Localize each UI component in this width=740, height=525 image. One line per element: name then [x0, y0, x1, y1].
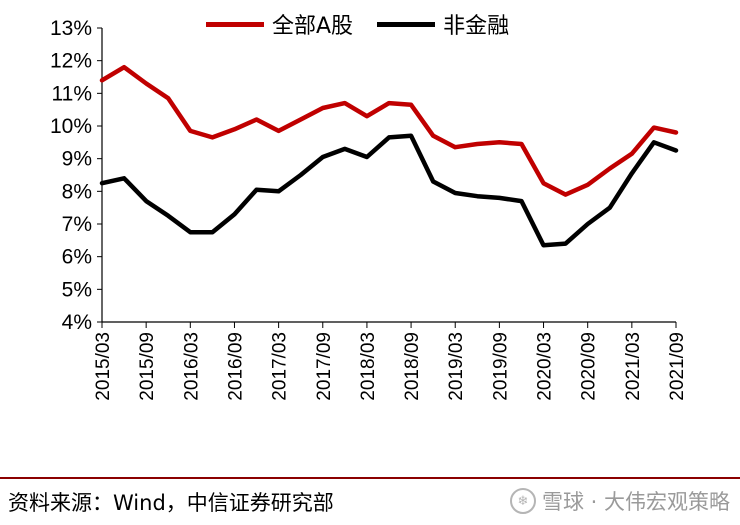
x-tick-label: 2016/03 — [181, 332, 202, 401]
legend-label: 非金融 — [443, 14, 510, 39]
y-tick-label: 10% — [50, 115, 92, 138]
x-tick-label: 2020/03 — [535, 332, 556, 401]
x-tick-label: 2019/09 — [490, 332, 511, 401]
legend: 全部A股 非金融 — [206, 8, 533, 40]
legend-swatch-red — [206, 21, 264, 27]
line-chart: 4% 5% 6% 7% 8% 9% 10% 11% 12% 13% 2015/03 2015/09 20… — [50, 17, 688, 401]
source-note: 资料来源：Wind，中信证券研究部 — [8, 491, 334, 515]
x-tick-label: 2015/09 — [137, 332, 158, 401]
y-tick-label: 4% — [62, 311, 92, 334]
snowball-logo-icon: ❄ — [509, 488, 536, 514]
x-tick-label: 2018/09 — [402, 332, 423, 401]
x-tick-label: 2021/03 — [623, 332, 644, 401]
watermark-text: 雪球 · 大伟宏观策略 — [541, 490, 730, 514]
y-tick-label: 8% — [62, 180, 92, 203]
legend-label: 全部A股 — [272, 14, 354, 39]
y-tick-label: 7% — [62, 213, 92, 236]
x-tick-label: 2018/03 — [358, 332, 379, 401]
x-tick-label: 2017/03 — [270, 332, 291, 401]
legend-swatch-black — [377, 21, 436, 27]
y-tick-label: 13% — [50, 17, 92, 40]
series-line-1 — [99, 64, 679, 197]
watermark: ❄ 雪球 · 大伟宏观策略 — [509, 486, 730, 516]
x-tick-label: 2015/03 — [93, 332, 114, 401]
x-tick-label: 2016/09 — [225, 332, 246, 401]
legend-item-all-a-shares: 全部A股 — [206, 8, 353, 40]
series-line-2 — [99, 133, 679, 248]
x-tick-label: 2020/09 — [579, 332, 600, 401]
x-tick-label: 2017/09 — [314, 332, 335, 401]
divider — [0, 477, 740, 479]
y-tick-label: 5% — [62, 278, 92, 301]
y-tick-label: 6% — [62, 246, 92, 269]
y-tick-label: 12% — [50, 50, 92, 73]
x-tick-label: 2019/03 — [446, 332, 467, 401]
x-tick-label: 2021/09 — [667, 332, 688, 401]
legend-item-non-financial: 非金融 — [377, 8, 509, 40]
y-tick-label: 9% — [62, 148, 92, 171]
y-tick-label: 11% — [52, 82, 92, 105]
